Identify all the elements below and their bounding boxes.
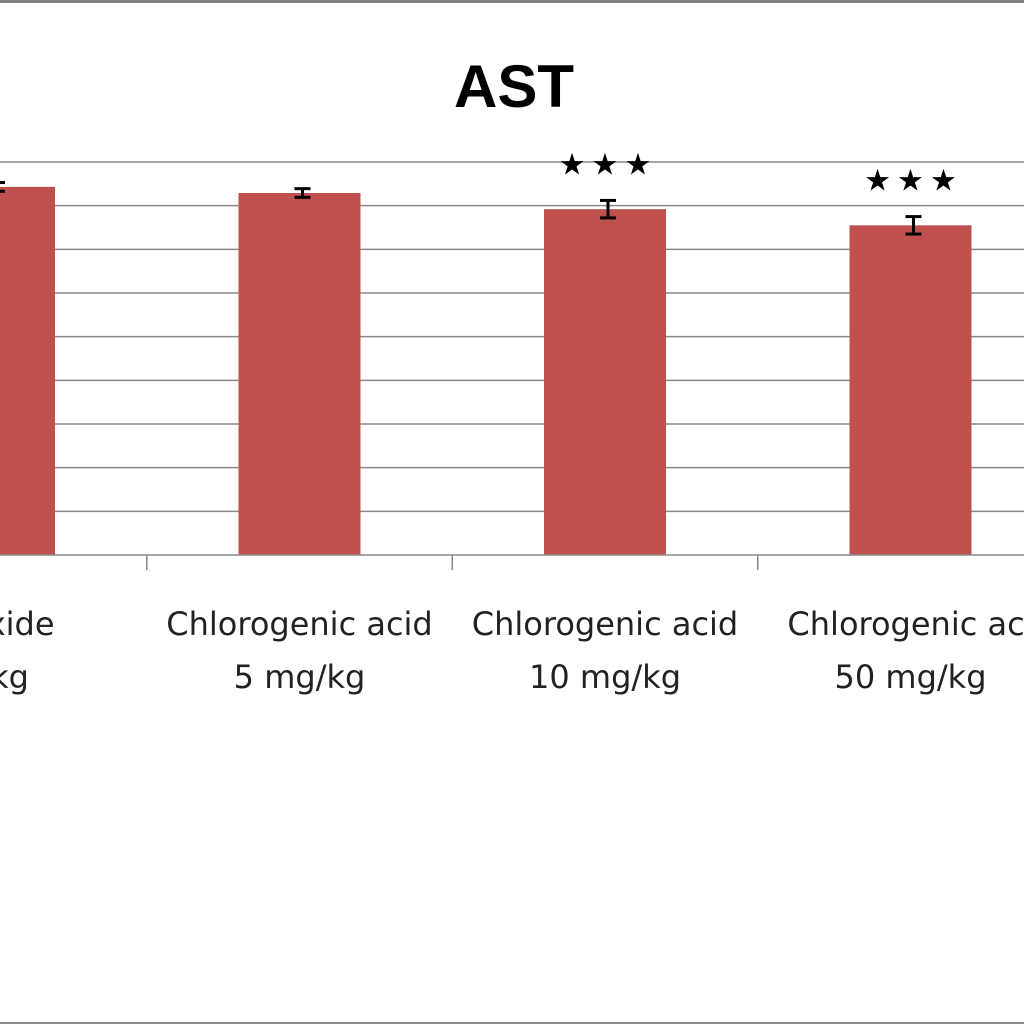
x-axis — [0, 554, 1024, 570]
bar — [0, 186, 55, 555]
error-bars — [0, 181, 922, 236]
category-label: Chlorogenic acid — [166, 605, 432, 643]
category-label: 10 mg/kg — [529, 658, 681, 696]
category-label: 50 mg/kg — [835, 658, 987, 696]
significance-stars: ★★★ — [559, 147, 658, 182]
error-bar — [0, 181, 5, 193]
bar — [544, 209, 666, 555]
category-label: Chlorogenic acid — [472, 605, 738, 643]
error-bar — [905, 215, 922, 236]
category-label: g/kg — [0, 658, 29, 696]
bar — [238, 193, 361, 555]
significance-stars: ★★★ — [864, 164, 963, 199]
chart-title: AST — [454, 53, 574, 120]
error-bar — [294, 187, 311, 199]
category-label: Chlorogenic aci — [787, 605, 1024, 643]
error-bar — [600, 198, 616, 220]
category-label: 5 mg/kg — [234, 658, 366, 696]
category-labels: trioxide g/kg Chlorogenic acid 5 mg/kg Chlor… — [0, 605, 1024, 696]
category-label: trioxide — [0, 605, 55, 643]
bars — [0, 186, 972, 556]
bar — [849, 225, 972, 556]
significance-annotations: ★★★ ★★★ — [559, 147, 963, 199]
